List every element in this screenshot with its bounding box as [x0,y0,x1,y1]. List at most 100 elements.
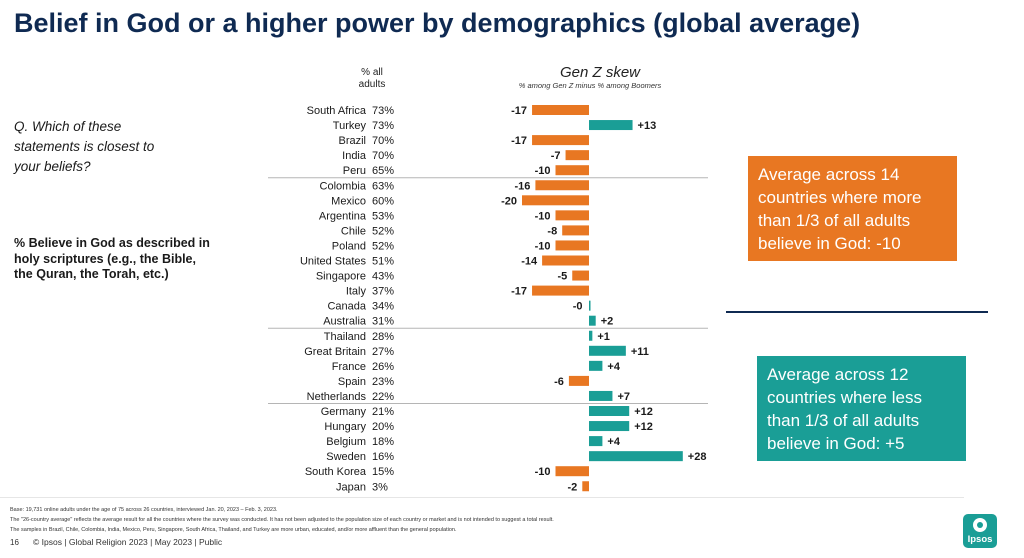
country-label-poland: Poland [332,240,366,252]
survey-question: Q. Which of these statements is closest … [14,119,155,174]
footnotes: Base: 19,731 online adults under the age… [10,505,910,535]
logo-mark-icon [973,518,987,532]
value-label-thailand: +1 [597,331,610,343]
footer-rule [0,497,964,498]
pct-value-brazil: 70% [372,135,394,147]
value-label-turkey: +13 [638,120,657,132]
bar-south-korea [555,466,589,477]
logo-text: Ipsos [967,534,993,545]
pct-value-south-africa: 73% [372,105,394,117]
footnote-base: Base: 19,731 online adults under the age… [10,507,278,513]
value-label-united-states: -14 [521,256,538,268]
value-label-mexico: -20 [501,195,517,207]
footnote-samples: The samples in Brazil, Chile, Colombia, … [10,527,457,533]
pct-value-united-states: 51% [372,256,394,268]
bar-brazil [532,135,589,146]
pct-value-sweden: 16% [372,451,394,463]
pct-value-germany: 21% [372,406,394,418]
country-label-italy: Italy [346,286,367,298]
country-label-spain: Spain [338,376,366,388]
value-label-singapore: -5 [557,271,567,283]
country-label-japan: Japan [336,481,366,493]
bar-italy [532,285,589,296]
bar-japan [582,481,589,492]
value-label-hungary: +12 [634,421,653,433]
bar-spain [568,375,589,386]
value-label-belgium: +4 [607,436,620,448]
country-label-south-korea: South Korea [305,466,367,478]
pct-value-south-korea: 15% [372,466,394,478]
country-label-turkey: Turkey [333,120,367,132]
bar-mexico [522,195,589,206]
bar-australia [589,315,596,326]
country-label-australia: Australia [323,316,367,328]
pct-value-chile: 52% [372,225,394,237]
value-label-argentina: -10 [535,210,551,222]
country-label-hungary: Hungary [324,421,366,433]
country-label-sweden: Sweden [326,451,366,463]
bar-chile [562,225,589,236]
value-label-sweden: +28 [688,451,707,463]
country-label-argentina: Argentina [319,210,367,222]
value-label-australia: +2 [601,316,614,328]
bar-colombia [535,180,589,191]
value-label-france: +4 [607,361,620,373]
bar-netherlands [589,390,613,401]
callout-divider [726,311,988,313]
value-label-peru: -10 [535,165,551,177]
bar-turkey [589,120,633,131]
country-label-netherlands: Netherlands [307,391,367,403]
value-label-spain: -6 [554,376,564,388]
country-label-belgium: Belgium [326,436,366,448]
pct-value-colombia: 63% [372,180,394,192]
pct-column-header: % all adults [358,67,386,90]
page-number: 16 [10,538,19,547]
country-label-germany: Germany [321,406,367,418]
country-label-france: France [332,361,366,373]
bar-peru [555,165,589,176]
country-label-chile: Chile [341,225,366,237]
bar-poland [555,240,589,251]
bar-france [589,360,603,371]
bar-canada [589,300,591,311]
country-label-south-africa: South Africa [307,105,367,117]
country-label-peru: Peru [343,165,366,177]
pct-value-mexico: 60% [372,195,394,207]
bar-hungary [589,421,630,432]
value-label-canada: -0 [573,301,583,313]
value-label-japan: -2 [568,481,578,493]
bar-thailand [589,330,593,341]
country-label-india: India [342,150,367,162]
bar-germany [589,406,630,416]
pct-value-france: 26% [372,361,394,373]
chart-subtitle: % among Gen Z minus % among Boomers [518,81,662,90]
footnote-average: The "26-country average" reflects the av… [10,517,554,523]
value-label-brazil: -17 [511,135,527,147]
pct-value-japan: 3% [372,481,388,493]
country-label-brazil: Brazil [338,135,366,147]
country-label-canada: Canada [327,301,366,313]
country-label-colombia: Colombia [320,180,367,192]
bar-great-britain [589,345,626,356]
gen-z-skew-chart: South Africa 73% -17 Turkey 73% +13 Brazil 70% -… [268,105,708,493]
value-label-south-africa: -17 [511,105,527,117]
pct-value-thailand: 28% [372,331,394,343]
country-label-singapore: Singapore [316,271,366,283]
country-label-great-britain: Great Britain [304,346,366,358]
page-title: Belief in God or a higher power by demog… [14,8,861,38]
value-label-great-britain: +11 [631,346,649,358]
pct-value-canada: 34% [372,301,394,313]
value-label-india: -7 [551,150,561,162]
bar-singapore [572,270,589,281]
pct-value-peru: 65% [372,165,394,177]
country-label-mexico: Mexico [331,195,366,207]
callout-above-third: Average across 14 countries where more t… [748,156,957,261]
pct-value-australia: 31% [372,316,394,328]
bar-belgium [589,436,603,447]
value-label-south-korea: -10 [535,466,551,478]
bar-south-africa [532,105,589,115]
value-label-poland: -10 [535,240,551,252]
country-label-thailand: Thailand [324,331,366,343]
pct-value-hungary: 20% [372,421,394,433]
chart-title: Gen Z skew [559,64,641,81]
